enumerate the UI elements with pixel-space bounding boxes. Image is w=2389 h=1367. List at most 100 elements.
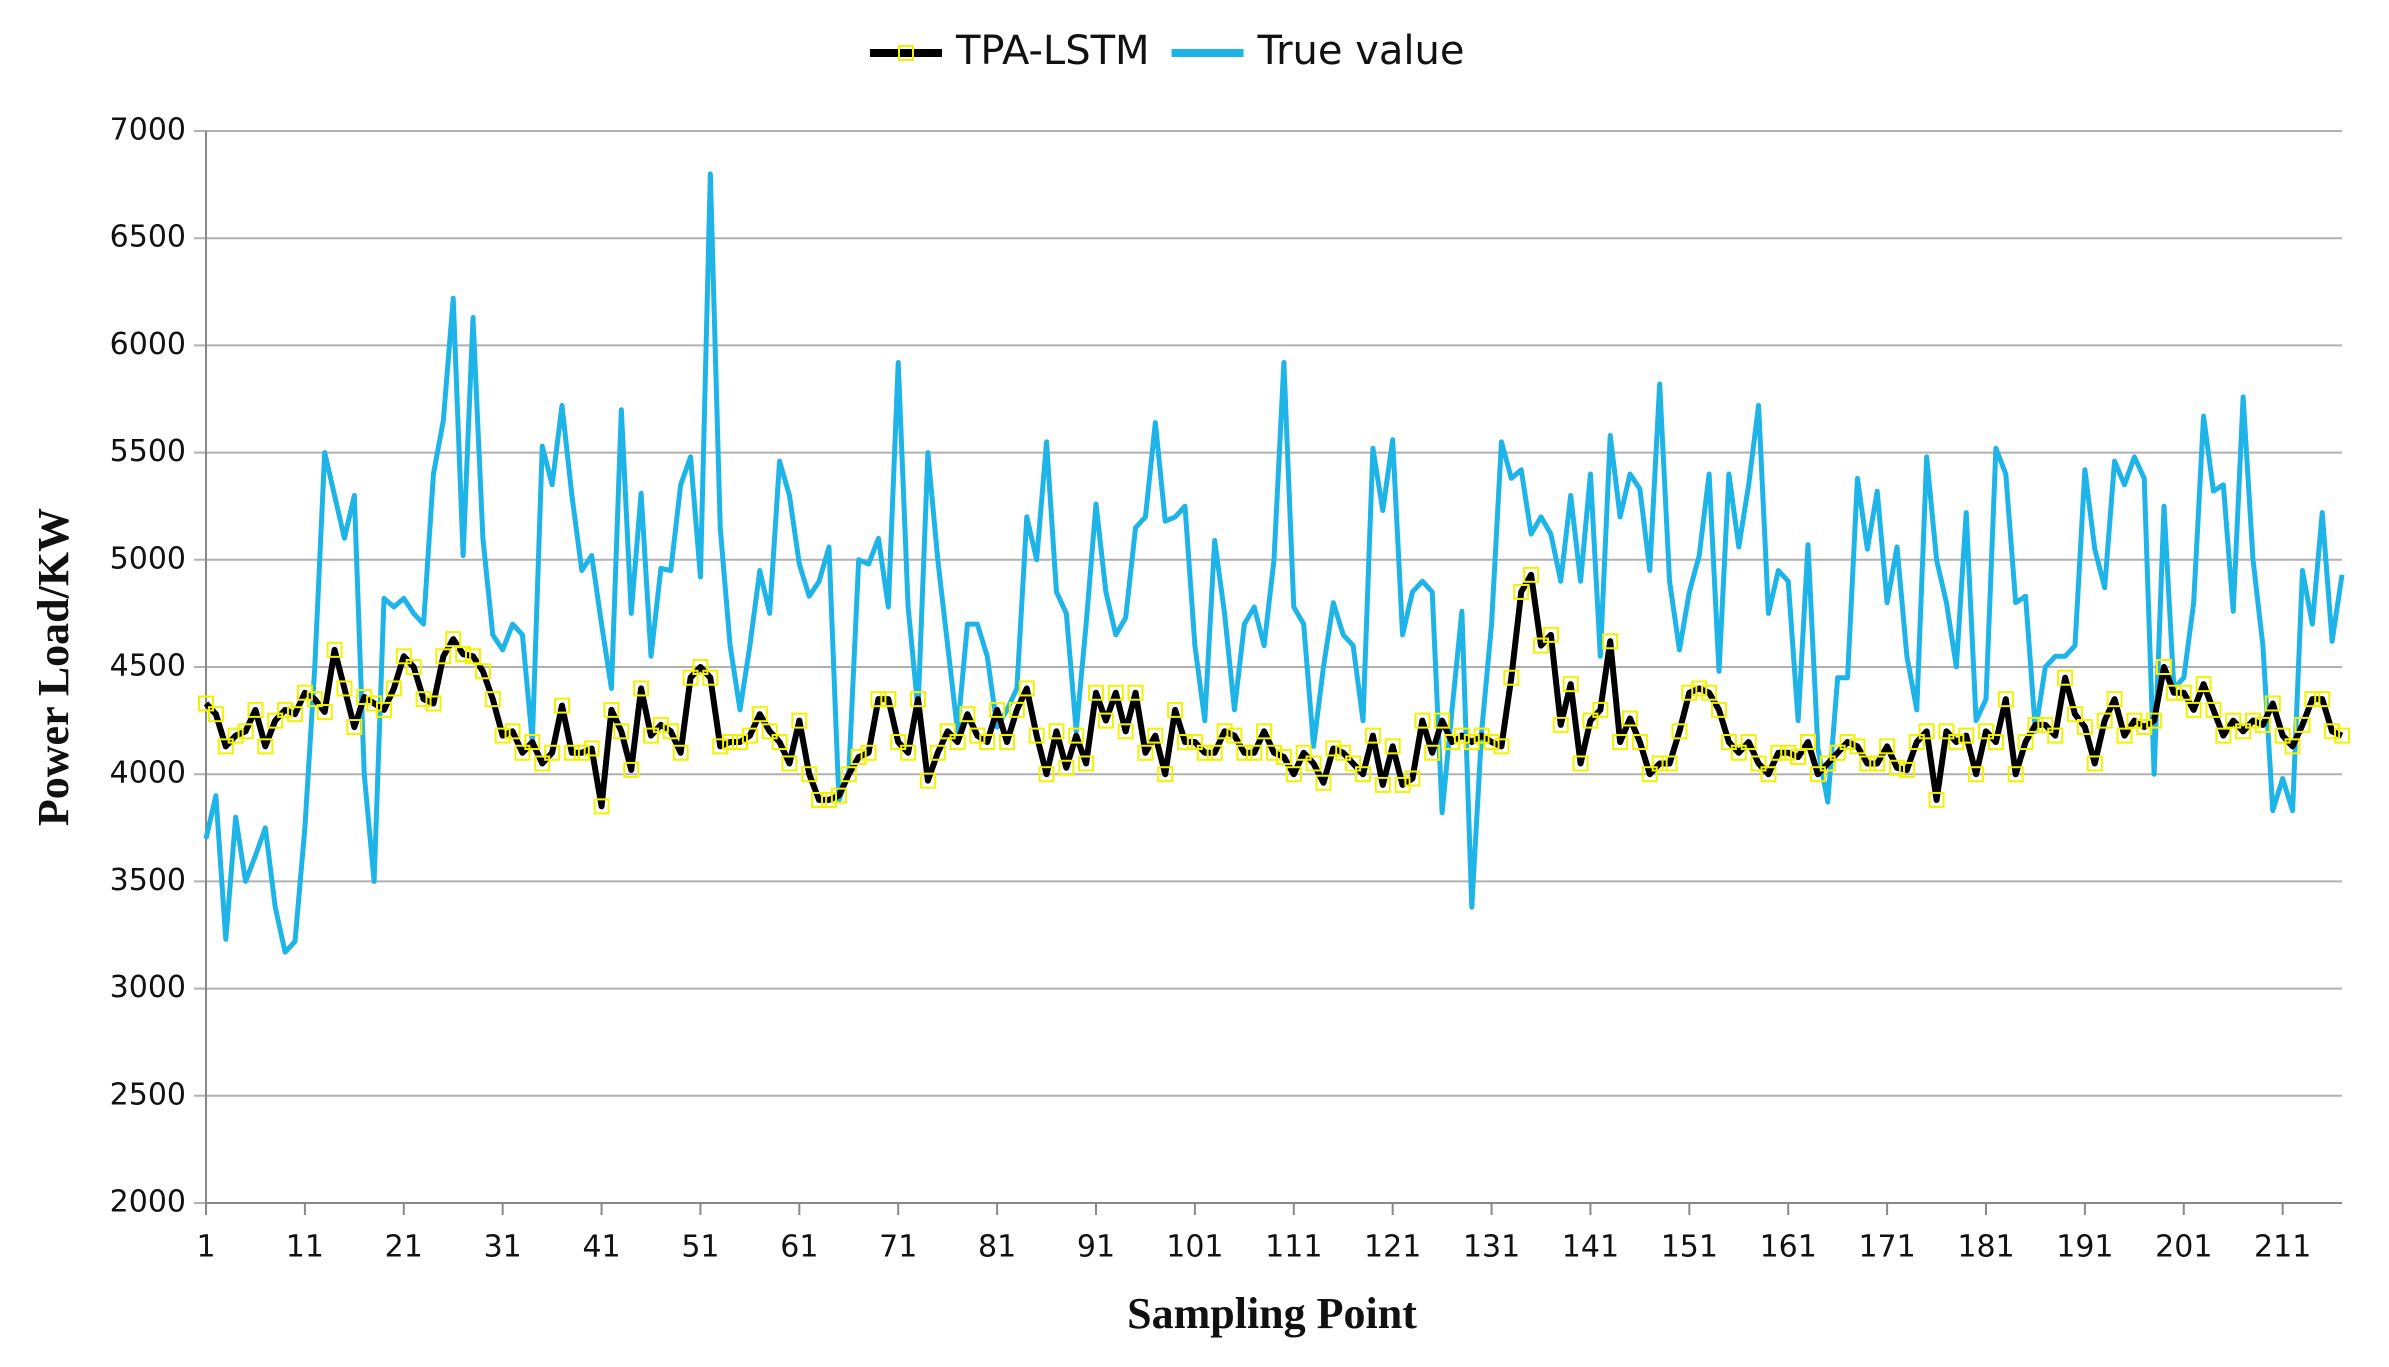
- marker: [1681, 684, 1698, 701]
- marker: [613, 723, 630, 740]
- marker: [1275, 749, 1292, 766]
- marker: [1335, 744, 1352, 761]
- marker: [227, 727, 244, 744]
- marker: [850, 749, 867, 766]
- marker: [1790, 749, 1807, 766]
- marker: [504, 723, 521, 740]
- marker: [1068, 727, 1085, 744]
- marker: [1958, 727, 1975, 744]
- marker: [1246, 744, 1263, 761]
- marker: [207, 706, 224, 723]
- marker: [1117, 723, 1134, 740]
- marker: [1987, 734, 2004, 751]
- marker: [1008, 701, 1025, 718]
- marker: [2245, 712, 2261, 729]
- marker: [1780, 744, 1797, 761]
- marker: [1829, 744, 1846, 761]
- marker: [870, 691, 887, 708]
- marker: [1038, 766, 1055, 783]
- legend-label: True value: [1257, 28, 1465, 74]
- marker: [1256, 723, 1273, 740]
- marker: [2037, 716, 2054, 733]
- marker: [830, 787, 847, 804]
- marker: [1562, 676, 1579, 693]
- marker: [2175, 684, 2192, 701]
- y-tick-label: 2000: [110, 1185, 186, 1220]
- x-tick-label: 151: [1661, 1230, 1718, 1265]
- marker: [1720, 734, 1737, 751]
- marker: [287, 706, 303, 723]
- marker: [1097, 712, 1114, 729]
- marker: [919, 772, 936, 789]
- series-line: [203, 171, 2345, 955]
- marker: [494, 727, 511, 744]
- y-tick-label: 6000: [110, 327, 186, 362]
- marker: [2047, 727, 2064, 744]
- y-tick-label: 6500: [110, 220, 186, 255]
- marker: [999, 734, 1015, 751]
- marker: [425, 695, 442, 712]
- y-tick-label: 2500: [110, 1077, 186, 1112]
- marker: [1701, 684, 1718, 701]
- marker: [544, 744, 561, 761]
- marker: [1107, 684, 1124, 701]
- marker: [811, 791, 828, 808]
- marker: [959, 706, 976, 723]
- marker: [484, 691, 501, 708]
- x-tick-label: 191: [2056, 1230, 2113, 1265]
- marker: [2076, 719, 2093, 736]
- marker: [1770, 744, 1787, 761]
- marker: [1908, 734, 1925, 751]
- marker: [1879, 738, 1896, 755]
- marker: [405, 659, 422, 675]
- marker: [1889, 759, 1905, 776]
- marker: [672, 744, 689, 761]
- series-line: [203, 571, 2344, 810]
- marker: [1671, 723, 1688, 740]
- y-tick-label: 3500: [110, 863, 186, 898]
- marker: [1552, 716, 1569, 733]
- marker: [1651, 755, 1668, 772]
- marker: [1533, 637, 1549, 654]
- marker: [1186, 734, 1203, 751]
- marker: [2106, 691, 2123, 708]
- marker: [949, 734, 966, 751]
- marker: [2284, 738, 2301, 755]
- marker: [1631, 734, 1648, 751]
- marker: [1592, 701, 1609, 718]
- marker: [395, 648, 412, 665]
- marker: [1809, 766, 1826, 783]
- marker: [2146, 712, 2163, 729]
- marker: [1018, 680, 1035, 697]
- marker: [316, 704, 333, 721]
- marker: [277, 701, 294, 718]
- marker: [1493, 738, 1510, 755]
- marker: [662, 723, 679, 740]
- marker: [692, 659, 709, 675]
- marker: [1384, 738, 1401, 755]
- marker: [880, 691, 897, 708]
- marker: [633, 680, 650, 697]
- y-tick-label: 7000: [110, 113, 186, 148]
- marker: [385, 680, 402, 697]
- marker: [1236, 744, 1253, 761]
- marker: [1572, 755, 1589, 772]
- marker: [563, 744, 580, 761]
- marker: [554, 697, 570, 714]
- x-tick-label: 1: [196, 1230, 215, 1265]
- marker: [1730, 744, 1747, 761]
- marker: [1078, 755, 1095, 772]
- marker: [435, 648, 452, 665]
- marker: [2334, 727, 2350, 744]
- marker: [1404, 770, 1421, 787]
- marker: [1355, 766, 1371, 783]
- marker: [326, 641, 343, 658]
- x-tick-label: 181: [1957, 1230, 2014, 1265]
- marker: [1374, 776, 1391, 793]
- marker: [2096, 712, 2113, 729]
- marker: [821, 791, 837, 808]
- marker: [603, 701, 620, 718]
- marker: [2185, 701, 2202, 718]
- marker: [1048, 723, 1065, 740]
- marker: [474, 663, 491, 680]
